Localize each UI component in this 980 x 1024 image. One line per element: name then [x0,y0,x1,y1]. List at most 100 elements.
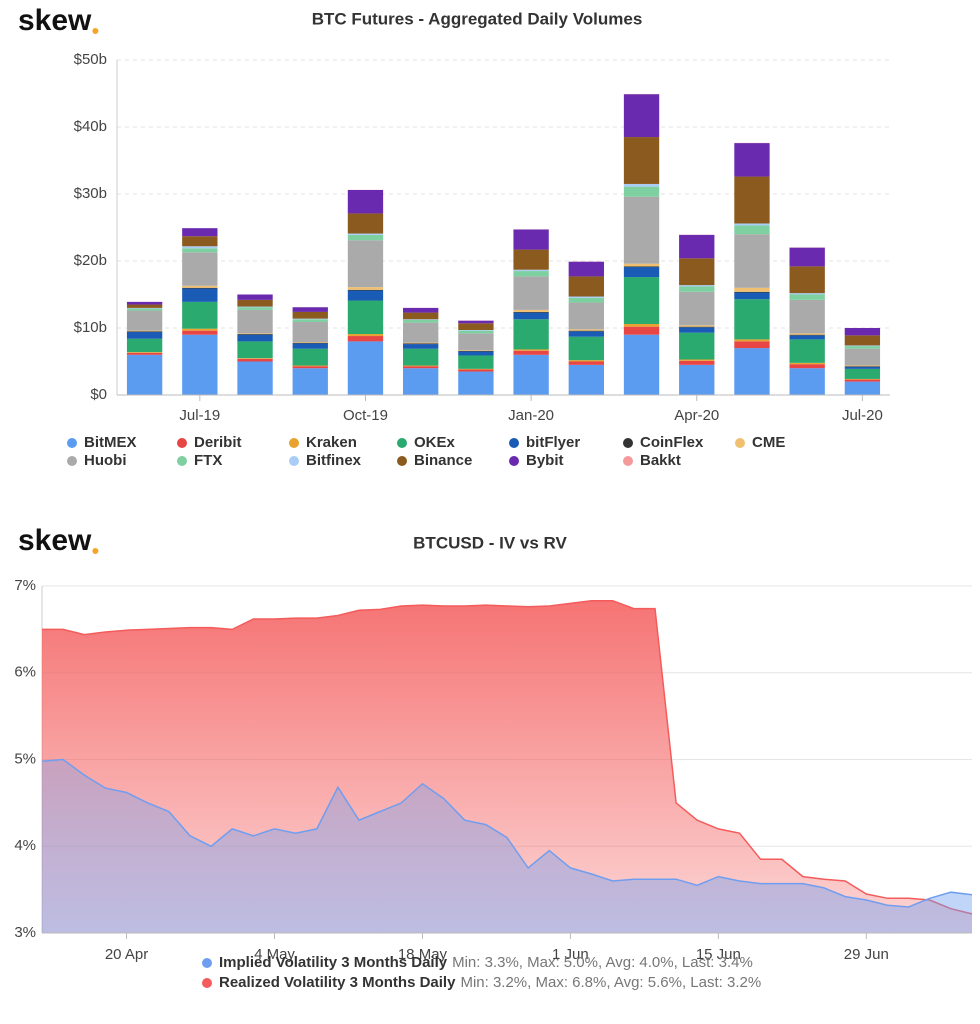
bar-segment [568,361,604,365]
bar-segment [403,342,439,344]
bar-segment [789,294,825,300]
bar-segment [347,233,384,235]
bar-segment [458,323,494,331]
bar-segment [126,338,163,353]
y-tick-label: $0 [90,386,107,403]
bar-segment [513,312,549,320]
bar-segment [237,333,273,335]
bar-segment [403,348,439,366]
bar-segment [458,369,494,372]
bar-segment [458,330,494,331]
bar-segment [513,350,549,355]
bar-segment [623,277,660,324]
bar-segment [568,364,604,395]
bar-segment [403,344,439,349]
bar-segment [126,307,163,309]
bar-segment [513,319,549,350]
bar-segment [237,299,273,307]
bar-segment [789,364,825,369]
bar-segment [568,297,604,303]
bar-segment [403,319,439,323]
bar-segment [403,365,439,367]
bar-segment [292,365,328,367]
bar-segment [679,291,715,326]
legend-swatch [397,456,407,466]
bar-segment [292,368,328,395]
bar-segment [182,236,218,247]
bar-segment [458,368,494,370]
x-tick-label: 29 Jun [844,946,889,963]
bar-segment [734,225,770,235]
bar-segment [679,286,715,292]
bar-segment [734,223,770,226]
bar-segment [568,329,604,331]
y-tick-label: 4% [14,837,36,854]
bar-segment [126,354,163,395]
bar-segment [347,341,384,395]
y-tick-label: 3% [14,924,36,941]
x-tick-label: Jul-20 [842,407,883,424]
legend-swatch [623,438,633,448]
bar-segment [126,304,163,308]
logo: skew [18,4,92,37]
bar-segment [679,285,715,287]
bar-segment [679,326,715,328]
legend-label: Bakkt [640,452,681,469]
legend-swatch [397,438,407,448]
bar-segment [513,271,549,277]
bar-segment [347,189,384,214]
bar-segment [679,327,715,333]
x-tick-label: 18 May [398,946,448,963]
bar-segment [679,359,715,361]
bar-segment [403,319,439,320]
bar-segment [844,366,881,367]
bar-segment [623,183,660,187]
legend-swatch [623,456,633,466]
y-tick-label: 5% [14,750,36,767]
x-tick-label: 1 Jun [552,946,589,963]
bar-segment [844,345,881,347]
bar-segment [347,213,384,234]
bar-segment [458,333,494,351]
bar-segment [679,258,715,286]
bar-segment [182,330,218,335]
bar-segment [292,321,328,343]
bar-segment [679,364,715,395]
bar-segment [126,308,163,311]
bar-segment [292,342,328,343]
y-tick-label: $20b [74,252,107,269]
bar-segment [292,307,328,312]
bar-segment [292,348,328,366]
bar-segment [126,330,163,332]
bar-segment [347,334,384,337]
legend-swatch [289,438,299,448]
bar-segment [679,332,715,360]
bar-segment [844,368,881,379]
bar-segment [844,379,881,382]
bar-segment [734,292,770,300]
bar-segment [513,276,549,310]
logo-dot [92,548,99,554]
x-tick-label: 4 May [254,946,295,963]
area-line [42,599,973,915]
legend-swatch [67,438,77,448]
y-tick-label: $40b [74,118,107,135]
bar-segment [126,352,163,353]
bar-segment [679,325,715,327]
bar-segment [182,252,218,286]
legend-label: BitMEX [84,434,137,451]
bar-segment [734,287,770,292]
legend-label: Implied Volatility 3 Months Daily [219,954,448,971]
bar-segment [458,350,494,351]
legend-stats: Min: 3.2%, Max: 6.8%, Avg: 5.6%, Last: 3… [460,974,761,991]
legend-swatch [735,438,745,448]
legend-stats: Min: 3.3%, Max: 5.0%, Avg: 4.0%, Last: 3… [452,954,753,971]
bar-segment [789,333,825,335]
bar-segment [844,378,881,380]
bar-segment [182,248,218,253]
bar-segment [126,332,163,339]
area-fill [42,759,972,933]
bar-segment [734,176,770,224]
bar-segment [347,290,384,301]
